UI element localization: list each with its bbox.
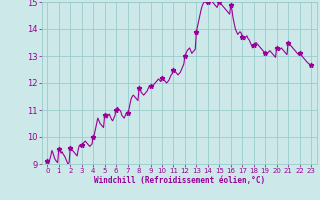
X-axis label: Windchill (Refroidissement éolien,°C): Windchill (Refroidissement éolien,°C) [94, 176, 265, 185]
